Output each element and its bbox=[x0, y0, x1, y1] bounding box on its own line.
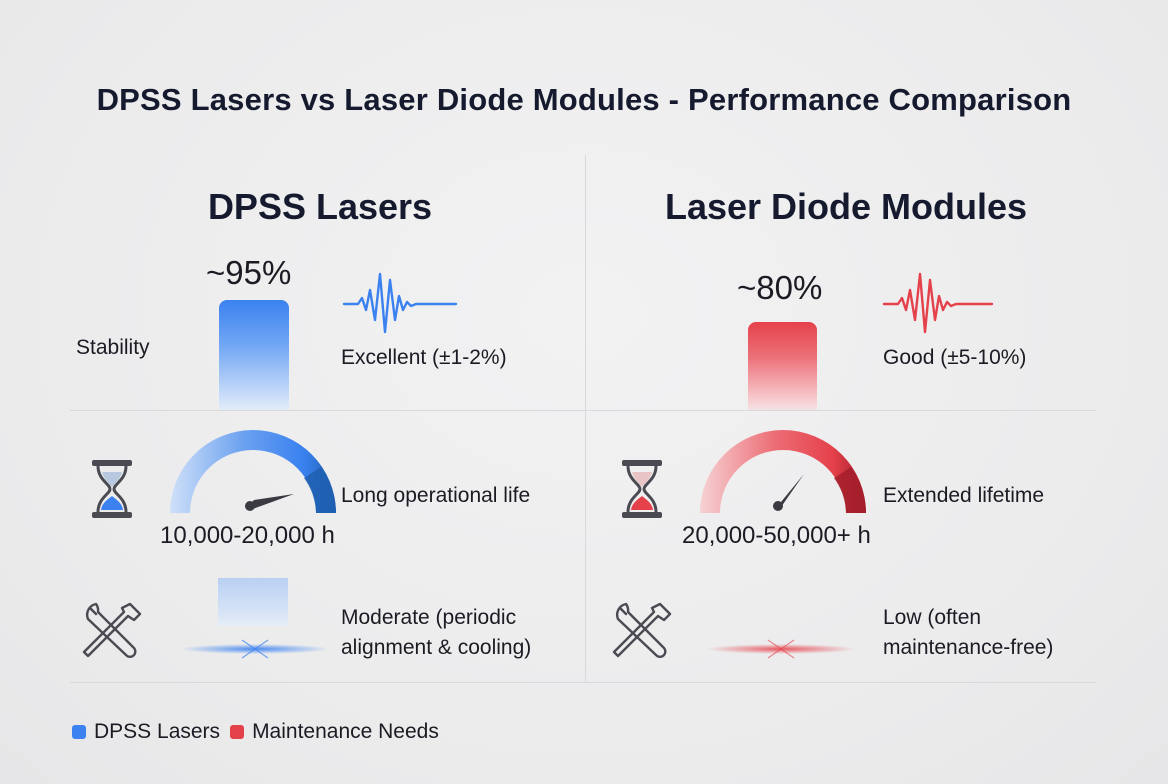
diode-lifetime-text: Extended lifetime bbox=[883, 484, 1045, 507]
column-title-diode: Laser Diode Modules bbox=[664, 186, 1028, 227]
diode-stability-bar bbox=[748, 322, 817, 410]
wrench-screwdriver-icon bbox=[82, 600, 144, 665]
legend-label: DPSS Lasers bbox=[94, 720, 221, 743]
diode-lifetime-gauge bbox=[700, 430, 866, 521]
waveform-icon bbox=[882, 268, 996, 343]
page-title: DPSS Lasers vs Laser Diode Modules - Per… bbox=[96, 82, 1072, 117]
dpss-stability-text: Excellent (±1-2%) bbox=[341, 346, 507, 369]
column-divider bbox=[585, 155, 586, 683]
diode-stability-value: ~80% bbox=[737, 269, 823, 306]
wrench-screwdriver-icon bbox=[612, 600, 674, 665]
dpss-stability-bar bbox=[219, 300, 289, 410]
legend-swatch bbox=[230, 725, 245, 739]
diode-lifetime-range: 20,000-50,000+ h bbox=[682, 522, 871, 549]
legend-swatch bbox=[72, 725, 86, 739]
diode-beam-flare bbox=[706, 636, 856, 667]
diode-stability-text: Good (±5-10%) bbox=[883, 346, 1027, 369]
dpss-maintenance-line1: Moderate (periodic bbox=[341, 606, 517, 629]
waveform-icon bbox=[342, 268, 458, 343]
legend-item: DPSS Lasers bbox=[72, 720, 220, 744]
hourglass-icon bbox=[620, 458, 664, 525]
hourglass-icon bbox=[90, 458, 134, 525]
row-divider-2 bbox=[70, 682, 1096, 683]
dpss-lifetime-range: 10,000-20,000 h bbox=[160, 522, 335, 549]
legend: DPSS Lasers Maintenance Needs bbox=[72, 720, 449, 744]
dpss-lifetime-gauge bbox=[170, 430, 336, 521]
stability-row-label: Stability bbox=[76, 336, 150, 359]
legend-label: Maintenance Needs bbox=[252, 720, 439, 743]
diode-maintenance-line2: maintenance-free) bbox=[883, 636, 1054, 659]
row-divider-1 bbox=[70, 410, 1096, 411]
column-title-dpss: DPSS Lasers bbox=[207, 186, 433, 227]
dpss-maintenance-line2: alignment & cooling) bbox=[341, 636, 532, 659]
dpss-beam-block bbox=[218, 578, 288, 626]
legend-item: Maintenance Needs bbox=[230, 720, 439, 744]
dpss-beam-flare bbox=[180, 636, 330, 667]
dpss-lifetime-text: Long operational life bbox=[341, 484, 531, 507]
diode-maintenance-line1: Low (often bbox=[883, 606, 982, 629]
dpss-stability-value: ~95% bbox=[206, 254, 292, 291]
